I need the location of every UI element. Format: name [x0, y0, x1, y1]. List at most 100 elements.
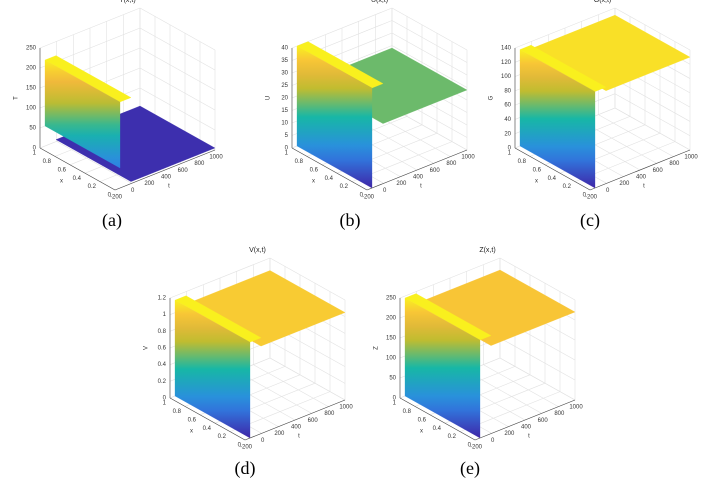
- x-axis: [39, 147, 116, 191]
- grid-line: [614, 107, 691, 151]
- x-axis-label: x: [60, 179, 63, 185]
- t-tick-label: 200: [396, 181, 407, 187]
- x-axis-label: x: [312, 179, 315, 185]
- t-tick-label: 0: [491, 438, 495, 444]
- grid-line: [269, 341, 346, 384]
- ridge-face: [519, 49, 596, 189]
- z-tick-label: 0.4: [158, 362, 167, 368]
- x-tick-label: 0.6: [188, 417, 197, 423]
- z-tick-label: 200: [26, 66, 37, 72]
- z-axis-label: T: [14, 96, 20, 100]
- z-tick-label: 20: [504, 131, 511, 137]
- x-tick-label: 0.8: [518, 159, 527, 165]
- x-tick-label: 0.2: [88, 184, 97, 190]
- x-tick-label: 0.4: [548, 176, 557, 182]
- t-tick-label: 400: [521, 425, 532, 431]
- z-axis-label: V: [144, 346, 150, 350]
- z-tick-label: 0.2: [158, 379, 167, 385]
- grid-line: [499, 257, 576, 301]
- t-axis: [474, 399, 576, 441]
- z-tick-label: 0.8: [158, 329, 167, 335]
- panel-title: Z(x,t): [479, 247, 495, 254]
- t-tick-label: 0: [261, 438, 265, 444]
- x-axis: [291, 147, 368, 191]
- t-axis-label: t: [168, 184, 170, 190]
- grid-line: [391, 7, 468, 51]
- x-tick-label: 0: [360, 193, 364, 199]
- z-tick-label: 200: [386, 316, 397, 322]
- grid-line: [499, 337, 576, 381]
- z-tick-label: 30: [281, 71, 288, 77]
- x-tick-label: 0: [468, 443, 472, 449]
- t-axis-label: t: [528, 434, 530, 440]
- t-axis: [114, 149, 216, 191]
- x-axis: [169, 397, 246, 441]
- grid-line: [269, 357, 346, 401]
- x-tick-label: 0.2: [218, 434, 227, 440]
- t-tick-label: 200: [619, 181, 630, 187]
- t-tick-label: 200: [504, 431, 515, 437]
- ridge-face: [404, 297, 481, 439]
- t-tick-label: 0: [606, 188, 610, 194]
- grid-line: [269, 257, 346, 301]
- t-tick-label: 0: [131, 188, 135, 194]
- z-tick-label: 150: [26, 86, 37, 92]
- x-tick-label: 0.8: [173, 409, 182, 415]
- t-tick-label: -200: [585, 195, 598, 201]
- z-tick-label: 0: [508, 146, 512, 152]
- panel-title: V(x,t): [249, 247, 266, 254]
- x-tick-label: 0.8: [43, 159, 52, 165]
- t-tick-label: 200: [144, 181, 155, 187]
- z-tick-label: 1: [163, 312, 167, 318]
- z-tick-label: 250: [26, 46, 37, 52]
- t-tick-label: 400: [636, 175, 647, 181]
- x-tick-label: 0.6: [58, 167, 67, 173]
- t-tick-label: 600: [653, 168, 664, 174]
- z-tick-label: 100: [501, 74, 512, 80]
- z-tick-label: 40: [281, 46, 288, 52]
- t-tick-label: 400: [413, 175, 424, 181]
- t-axis-label: t: [298, 434, 300, 440]
- t-tick-label: 1000: [569, 405, 583, 411]
- t-tick-label: 1000: [339, 405, 353, 411]
- t-tick-label: 0: [383, 188, 387, 194]
- t-axis: [366, 149, 468, 191]
- x-tick-label: 1: [33, 151, 37, 157]
- ridge-face: [174, 299, 251, 439]
- t-tick-label: 600: [308, 418, 319, 424]
- x-tick-label: 0.4: [433, 426, 442, 432]
- grid-line: [253, 364, 329, 407]
- z-tick-label: 40: [504, 117, 511, 123]
- t-tick-label: 400: [291, 425, 302, 431]
- caption: (c): [580, 210, 600, 231]
- grid-line: [139, 67, 216, 111]
- t-tick-label: 400: [161, 175, 172, 181]
- grid-line: [614, 79, 691, 122]
- grid-line: [139, 47, 216, 91]
- z-axis-label: Z: [374, 346, 380, 350]
- caption: (e): [460, 458, 480, 479]
- t-tick-label: 800: [324, 411, 335, 417]
- x-tick-label: 1: [163, 401, 167, 407]
- z-tick-label: 100: [26, 106, 37, 112]
- z-tick-label: 0: [163, 396, 167, 402]
- z-tick-label: 1.2: [158, 296, 167, 302]
- panel-title: T(x,t): [119, 0, 135, 4]
- t-tick-label: 200: [274, 431, 285, 437]
- t-axis-label: t: [420, 184, 422, 190]
- z-axis-label: U: [266, 96, 272, 100]
- x-tick-label: 0.4: [73, 176, 82, 182]
- grid-line: [139, 27, 216, 71]
- x-axis: [399, 397, 476, 441]
- t-tick-label: 800: [669, 161, 680, 167]
- z-tick-label: 0: [393, 396, 397, 402]
- t-tick-label: -200: [110, 195, 123, 201]
- ridge-face: [296, 45, 373, 189]
- x-tick-label: 1: [393, 401, 397, 407]
- x-tick-label: 0.6: [310, 167, 319, 173]
- caption: (b): [340, 210, 361, 231]
- grid-line: [483, 364, 559, 407]
- x-tick-label: 0: [108, 193, 112, 199]
- x-axis-label: x: [535, 179, 538, 185]
- x-tick-label: 0.2: [340, 184, 349, 190]
